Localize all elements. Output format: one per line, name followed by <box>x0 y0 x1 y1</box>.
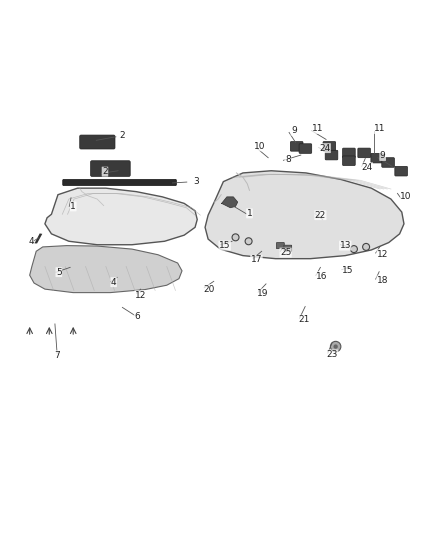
Text: 12: 12 <box>377 250 389 259</box>
Text: 15: 15 <box>342 266 353 276</box>
Text: 9: 9 <box>380 151 385 160</box>
Circle shape <box>333 344 338 349</box>
Polygon shape <box>109 271 151 282</box>
FancyBboxPatch shape <box>80 135 115 149</box>
Text: 5: 5 <box>56 268 62 277</box>
Text: 19: 19 <box>257 289 268 298</box>
Text: 11: 11 <box>374 125 386 133</box>
Text: 25: 25 <box>280 248 291 257</box>
Text: 13: 13 <box>339 241 351 250</box>
Circle shape <box>363 244 370 251</box>
FancyBboxPatch shape <box>91 161 130 176</box>
Text: 1: 1 <box>247 209 252 218</box>
Circle shape <box>350 246 357 253</box>
FancyBboxPatch shape <box>325 150 338 160</box>
Text: 21: 21 <box>298 315 310 324</box>
Text: 8: 8 <box>285 155 291 164</box>
Text: 20: 20 <box>203 285 214 294</box>
Text: 4: 4 <box>28 237 34 246</box>
FancyBboxPatch shape <box>276 243 284 249</box>
Text: 12: 12 <box>135 290 146 300</box>
FancyBboxPatch shape <box>299 144 312 154</box>
Text: 16: 16 <box>316 272 328 280</box>
Circle shape <box>245 238 252 245</box>
Polygon shape <box>222 197 238 208</box>
Text: 6: 6 <box>134 312 140 321</box>
FancyBboxPatch shape <box>358 148 371 158</box>
Text: 15: 15 <box>219 241 230 250</box>
Circle shape <box>330 341 341 352</box>
Text: 18: 18 <box>377 276 389 285</box>
FancyBboxPatch shape <box>63 180 177 185</box>
FancyBboxPatch shape <box>290 142 303 151</box>
Circle shape <box>232 234 239 241</box>
Text: 23: 23 <box>326 350 338 359</box>
Text: 3: 3 <box>194 177 199 185</box>
Text: 22: 22 <box>315 211 326 220</box>
Text: 1: 1 <box>71 202 76 211</box>
FancyBboxPatch shape <box>284 245 292 251</box>
Text: 10: 10 <box>254 142 265 151</box>
Text: 2: 2 <box>120 132 125 140</box>
FancyBboxPatch shape <box>323 142 336 151</box>
Text: 10: 10 <box>400 192 412 201</box>
Polygon shape <box>45 188 197 245</box>
Text: 24: 24 <box>319 143 330 152</box>
FancyBboxPatch shape <box>343 148 355 158</box>
FancyBboxPatch shape <box>371 154 384 163</box>
Text: 2: 2 <box>102 167 108 176</box>
Text: 4: 4 <box>111 278 117 287</box>
Text: 7: 7 <box>54 351 60 360</box>
FancyBboxPatch shape <box>343 156 355 166</box>
FancyBboxPatch shape <box>382 158 394 167</box>
Text: 9: 9 <box>291 126 297 135</box>
Text: 17: 17 <box>251 255 262 264</box>
Text: 24: 24 <box>361 163 373 172</box>
Polygon shape <box>35 233 42 244</box>
Text: 11: 11 <box>311 125 323 133</box>
FancyBboxPatch shape <box>395 166 407 176</box>
Polygon shape <box>30 246 182 293</box>
Polygon shape <box>205 171 404 259</box>
